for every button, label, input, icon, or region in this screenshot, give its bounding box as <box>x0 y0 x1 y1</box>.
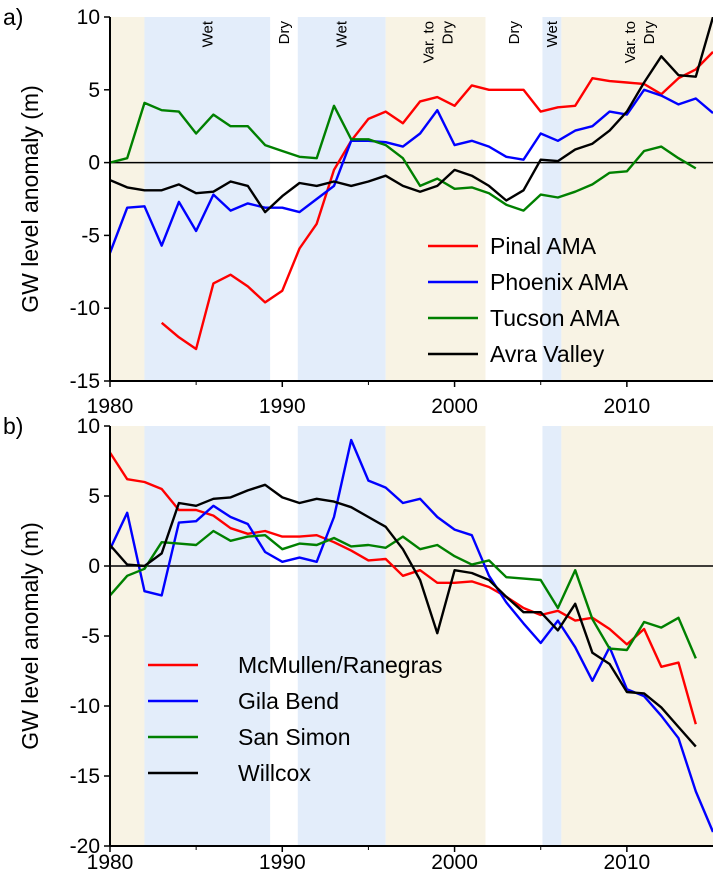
period-label: Dry <box>276 21 293 45</box>
series-line-san-simon <box>110 529 697 659</box>
period-band-wet <box>144 426 271 846</box>
x-tick-label: 1980 <box>87 395 134 418</box>
y-tick-label: -15 <box>70 765 100 788</box>
series-line-tucson-ama <box>110 101 697 212</box>
period-band-wet <box>297 426 386 846</box>
legend-entry: Pinal AMA <box>490 233 597 259</box>
legend-entry: McMullen/Ranegras <box>238 652 443 678</box>
y-tick-label: -5 <box>81 224 100 247</box>
y-tick-label: -20 <box>70 835 100 858</box>
period-band-wet <box>144 17 271 381</box>
x-tick-label: 2000 <box>431 851 478 873</box>
legend-entry: Tucson AMA <box>490 305 620 331</box>
x-tick-label: 1990 <box>259 851 306 873</box>
x-tick-label: 2010 <box>603 395 650 418</box>
legend-entry: Phoenix AMA <box>490 269 629 295</box>
y-axis-label: GW level anomaly (m) <box>17 522 43 749</box>
period-label: Wet <box>199 20 216 47</box>
y-axis-label: GW level anomaly (m) <box>17 85 43 312</box>
y-tick-label: -15 <box>70 370 100 393</box>
period-band-dry <box>270 426 298 846</box>
series-line-mcmullen-ranegras <box>110 451 697 725</box>
legend-entry: Gila Bend <box>238 688 339 714</box>
period-label: Var. to Dry <box>421 21 457 64</box>
period-label: Var. to Dry <box>622 21 658 64</box>
y-tick-label: 10 <box>77 415 100 438</box>
panel-label: b) <box>3 413 23 439</box>
y-tick-label: -5 <box>81 625 100 648</box>
period-band-dry <box>485 17 543 381</box>
period-band-wet <box>297 17 386 381</box>
period-band-variable <box>110 426 145 846</box>
legend-entry: Avra Valley <box>490 341 605 367</box>
y-tick-label: -10 <box>70 297 100 320</box>
panel-label: a) <box>3 4 23 30</box>
panel-b-chart: -20 -15 -10 -5 0 5 10 1980 1990 2000 2010 GW level … <box>3 413 713 873</box>
series-line-willcox <box>110 483 697 748</box>
period-band-wet <box>542 426 562 846</box>
period-band-variable <box>385 426 486 846</box>
period-band-variable <box>561 17 713 381</box>
series-line-phoenix-ama <box>110 88 713 254</box>
series-line-avra-valley <box>110 17 713 214</box>
period-band-variable <box>110 17 145 381</box>
panel-a-chart: Wet Dry Wet Var. to Dry Dry Wet Var. to Dry -15 -1… <box>3 4 713 418</box>
y-tick-label: 0 <box>88 555 100 578</box>
legend-entry: Willcox <box>238 760 311 786</box>
period-band-variable <box>385 17 486 381</box>
period-band-dry <box>270 17 298 381</box>
period-label: Wet <box>544 20 561 47</box>
series-line-gila-bend <box>110 438 713 833</box>
y-tick-label: 0 <box>88 152 100 175</box>
y-tick-label: -10 <box>70 695 100 718</box>
series-line-pinal-ama <box>160 51 713 351</box>
x-tick-label: 2010 <box>603 851 650 873</box>
legend-entry: San Simon <box>238 724 351 750</box>
period-label: Wet <box>334 20 351 47</box>
x-tick-label: 1990 <box>259 395 306 418</box>
y-tick-label: 10 <box>77 6 100 29</box>
x-tick-label: 1980 <box>87 851 134 873</box>
y-tick-label: 5 <box>88 485 100 508</box>
period-label: Dry <box>506 21 523 45</box>
y-tick-label: 5 <box>88 79 100 102</box>
x-tick-label: 2000 <box>431 395 478 418</box>
